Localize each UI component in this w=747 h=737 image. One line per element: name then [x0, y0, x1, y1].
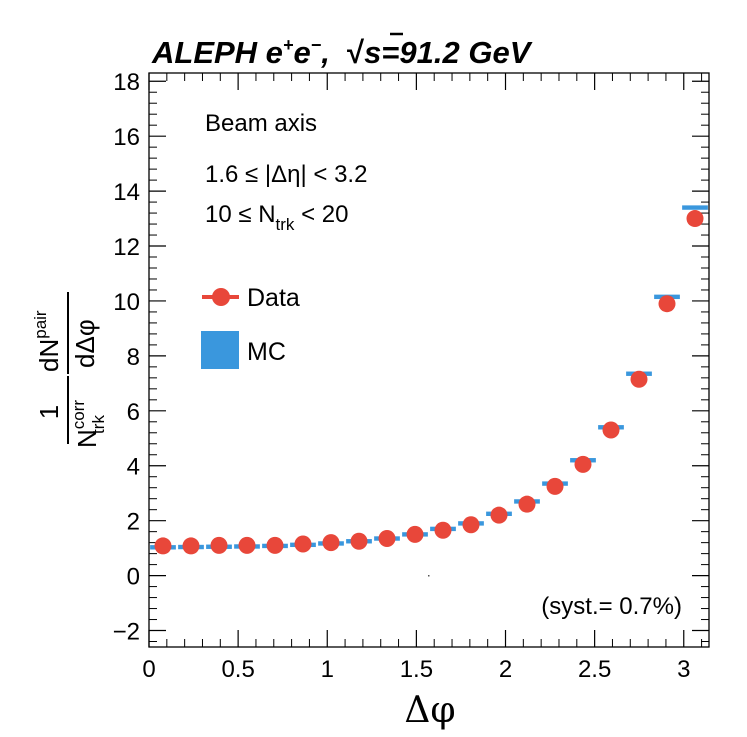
legend-mc-label: MC — [247, 338, 286, 366]
y-tick-label: 6 — [127, 399, 140, 426]
y-tick-label: 0 — [127, 564, 140, 591]
data-point — [322, 534, 340, 552]
x-tick-labels: 0 0.5 1 1.5 2 2.5 3 — [142, 656, 690, 683]
y-label-dn-pair: dNpair — [31, 310, 64, 372]
plot-frame — [148, 72, 710, 648]
data-point — [434, 521, 452, 539]
x-tick-label: 0.5 — [221, 656, 254, 683]
mc-series — [150, 205, 708, 550]
sqrt-symbol: √ — [347, 35, 365, 70]
annotation-beam-axis: Beam axis — [205, 110, 317, 137]
annotation-eta-range: 1.6 ≤ |Δη| < 3.2 — [205, 161, 367, 188]
stray-dot — [428, 575, 430, 577]
x-tick-label: 3 — [677, 656, 690, 683]
y-tick-label: 16 — [113, 124, 140, 151]
data-point — [602, 421, 620, 439]
data-point — [238, 536, 256, 554]
y-tick-label: −2 — [113, 619, 140, 646]
legend-data-marker — [212, 288, 230, 306]
legend-data-label: Data — [247, 284, 300, 312]
data-point — [294, 535, 312, 553]
data-point — [182, 537, 200, 555]
data-point — [490, 506, 508, 524]
y-tick-label: 12 — [113, 234, 140, 261]
legend-mc-swatch — [201, 331, 239, 369]
data-point — [546, 477, 564, 495]
data-point — [686, 210, 704, 228]
y-tick-label: 2 — [127, 509, 140, 536]
chart-title: ALEPH e+e−, √s=91.2 GeV — [151, 35, 533, 70]
y-tick-label: 8 — [127, 344, 140, 371]
data-point — [406, 525, 424, 543]
data-point — [462, 516, 480, 534]
y-tick-label: 18 — [113, 69, 140, 96]
y-tick-label: 4 — [127, 454, 140, 481]
x-tick-label: 2 — [499, 656, 512, 683]
y-tick-label: 10 — [113, 289, 140, 316]
x-tick-label: 0 — [142, 656, 155, 683]
y-label-n-corr-trk: Ncorrtrk — [69, 400, 108, 448]
data-point — [630, 370, 648, 388]
data-point — [658, 295, 676, 313]
x-tick-label: 1.5 — [400, 656, 433, 683]
annotation-ntrk-range: 10 ≤ Ntrk < 20 — [205, 201, 348, 234]
axis-ticks — [148, 73, 709, 647]
data-point — [574, 455, 592, 473]
annotation-syst: (syst.= 0.7%) — [541, 593, 682, 620]
x-tick-label: 2.5 — [578, 656, 611, 683]
data-point — [518, 495, 536, 513]
y-axis-label: 1 Ncorrtrk dNpair dΔφ — [31, 292, 108, 448]
data-point — [154, 537, 172, 555]
data-point — [350, 532, 368, 550]
data-point — [266, 536, 284, 554]
x-tick-label: 1 — [321, 656, 334, 683]
data-point — [210, 536, 228, 554]
x-axis-label: Δφ — [404, 690, 455, 731]
data-point — [378, 530, 396, 548]
y-label-dphi: dΔφ — [70, 319, 100, 368]
y-tick-labels: −2 0 2 4 6 8 10 12 14 16 18 — [113, 69, 140, 645]
data-series — [154, 210, 704, 555]
y-tick-label: 14 — [113, 179, 140, 206]
legend: Data MC — [201, 284, 300, 369]
y-label-one: 1 — [34, 405, 64, 419]
mc-bar — [682, 205, 708, 210]
